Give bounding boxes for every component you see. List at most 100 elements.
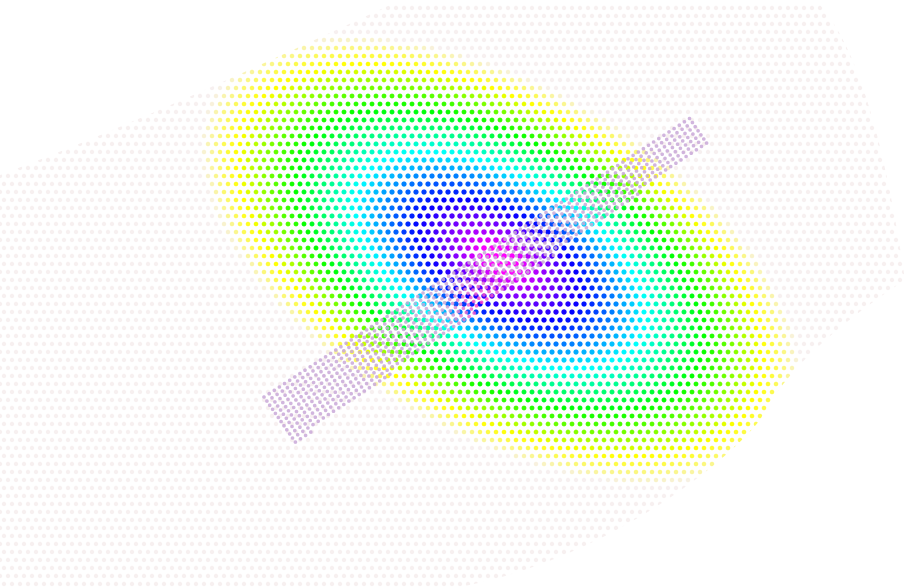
field-point: [593, 165, 599, 171]
field-point: [213, 317, 219, 323]
field-point: [701, 157, 707, 163]
field-point: [389, 77, 395, 83]
field-point: [37, 189, 43, 195]
field-point: [717, 157, 723, 163]
field-point: [649, 197, 655, 203]
field-point: [345, 197, 351, 203]
field-point: [785, 213, 791, 219]
field-point: [441, 5, 447, 11]
field-point: [233, 229, 239, 235]
field-point: [377, 197, 383, 203]
field-point: [129, 245, 135, 251]
field-point: [453, 45, 459, 51]
field-point: [341, 61, 347, 67]
field-point: [101, 253, 107, 259]
field-point: [505, 21, 511, 27]
field-point: [393, 101, 399, 107]
field-point: [301, 237, 307, 243]
field-point: [657, 181, 663, 187]
field-point: [741, 61, 747, 67]
field-point: [173, 157, 179, 163]
field-point: [849, 133, 855, 139]
field-point: [433, 101, 439, 107]
field-point: [753, 149, 759, 155]
field-point: [717, 237, 723, 243]
field-point: [93, 189, 99, 195]
field-point: [437, 173, 443, 179]
field-point: [241, 5, 247, 11]
field-point: [837, 29, 843, 35]
field-point: [605, 301, 611, 307]
field-point: [737, 165, 743, 171]
field-point: [41, 341, 47, 347]
field-point: [461, 29, 467, 35]
field-point: [409, 261, 415, 267]
field-point: [105, 69, 111, 75]
field-point: [901, 205, 905, 211]
field-point: [661, 125, 667, 131]
field-point: [853, 45, 859, 51]
field-point: [37, 93, 43, 99]
field-point: [637, 141, 643, 147]
field-point: [825, 117, 831, 123]
field-point: [593, 293, 599, 299]
field-point: [185, 309, 191, 315]
field-point: [593, 117, 599, 123]
field-point: [393, 53, 399, 59]
field-point: [193, 293, 199, 299]
field-point: [245, 301, 251, 307]
field-point: [529, 293, 535, 299]
field-point: [89, 293, 95, 299]
field-point: [201, 69, 207, 75]
field-point: [673, 277, 679, 283]
field-point: [205, 173, 211, 179]
field-point: [185, 53, 191, 59]
field-point: [497, 53, 503, 59]
field-point: [13, 141, 19, 147]
field-point: [385, 37, 391, 43]
field-point: [573, 269, 579, 275]
field-point: [749, 13, 755, 19]
field-point: [781, 109, 787, 115]
field-point: [593, 21, 599, 27]
field-point: [117, 333, 123, 339]
field-point: [609, 341, 615, 347]
field-point: [533, 173, 539, 179]
field-point: [741, 333, 747, 339]
field-point: [289, 85, 295, 91]
field-point: [821, 109, 827, 115]
field-point: [269, 109, 275, 115]
field-point: [621, 317, 627, 323]
field-point: [17, 277, 23, 283]
field-point: [213, 157, 219, 163]
field-point: [81, 133, 87, 139]
field-point: [97, 197, 103, 203]
field-point: [869, 13, 875, 19]
field-point: [329, 229, 335, 235]
field-point: [645, 205, 651, 211]
field-point: [141, 141, 147, 147]
field-point: [6, 0, 10, 2]
field-point: [353, 309, 359, 315]
field-point: [333, 269, 339, 275]
field-point: [785, 21, 791, 27]
field-point: [809, 245, 815, 251]
field-point: [773, 13, 779, 19]
field-point: [613, 93, 619, 99]
field-point: [25, 293, 31, 299]
field-point: [249, 37, 255, 43]
field-point: [469, 109, 475, 115]
field-point: [641, 293, 647, 299]
field-point: [793, 213, 799, 219]
field-point: [645, 285, 651, 291]
field-point: [181, 93, 187, 99]
field-point: [365, 269, 371, 275]
field-point: [617, 149, 623, 155]
field-point: [713, 69, 719, 75]
field-point: [181, 285, 187, 291]
field-point: [245, 333, 251, 339]
field-point: [429, 173, 435, 179]
field-point: [1, 165, 7, 171]
field-point: [881, 293, 887, 299]
field-point: [885, 205, 891, 211]
